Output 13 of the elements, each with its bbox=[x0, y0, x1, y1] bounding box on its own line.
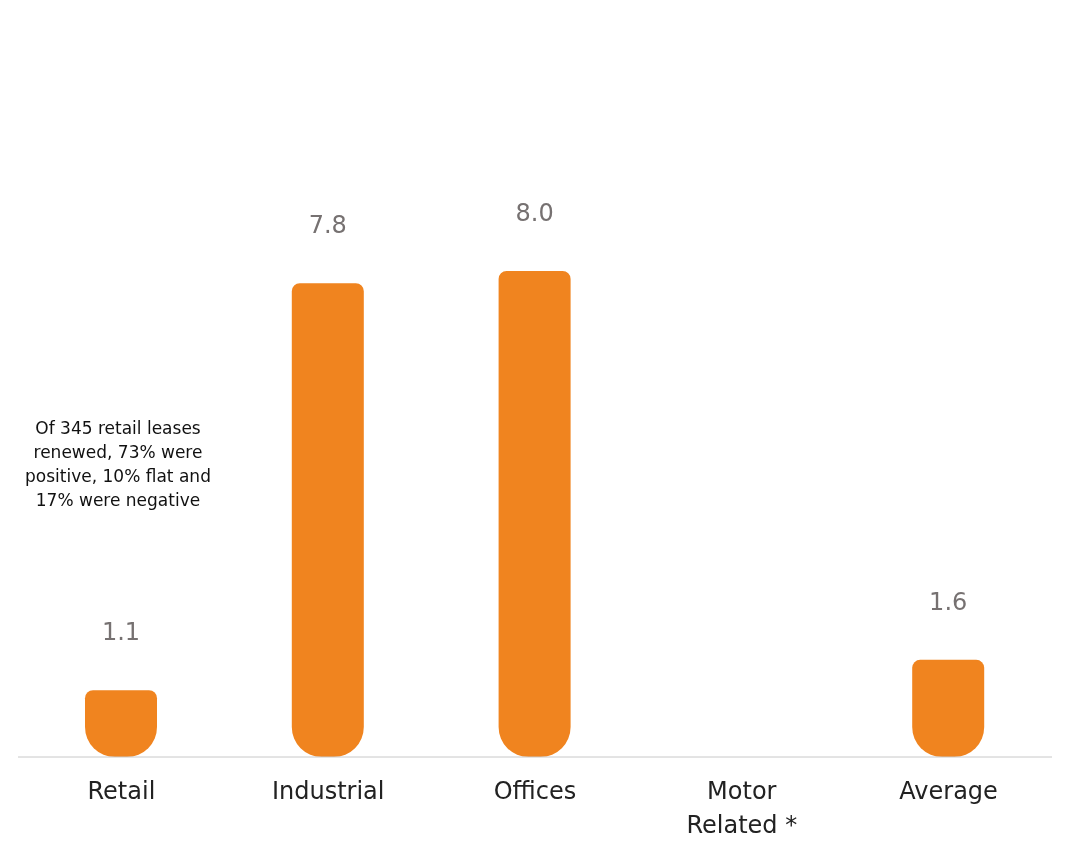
data-label: 1.1 bbox=[101, 618, 141, 647]
bar bbox=[912, 659, 985, 757]
x-tick-label: Motor Related * bbox=[686, 777, 798, 839]
x-tick-label: Average bbox=[899, 777, 998, 805]
data-label: 8.0 bbox=[515, 199, 554, 227]
bar bbox=[291, 283, 364, 757]
x-tick-label: Industrial bbox=[271, 777, 385, 805]
x-tick-label: Retail bbox=[87, 777, 156, 805]
data-label: 1.6 bbox=[929, 587, 968, 616]
bar bbox=[498, 271, 571, 757]
annotation: Of 345 retail leases renewed, 73% were positive, 10% flat and 17% were negative bbox=[24, 417, 212, 512]
x-tick-label: Offices bbox=[493, 777, 577, 805]
data-label: 7.8 bbox=[308, 211, 347, 240]
